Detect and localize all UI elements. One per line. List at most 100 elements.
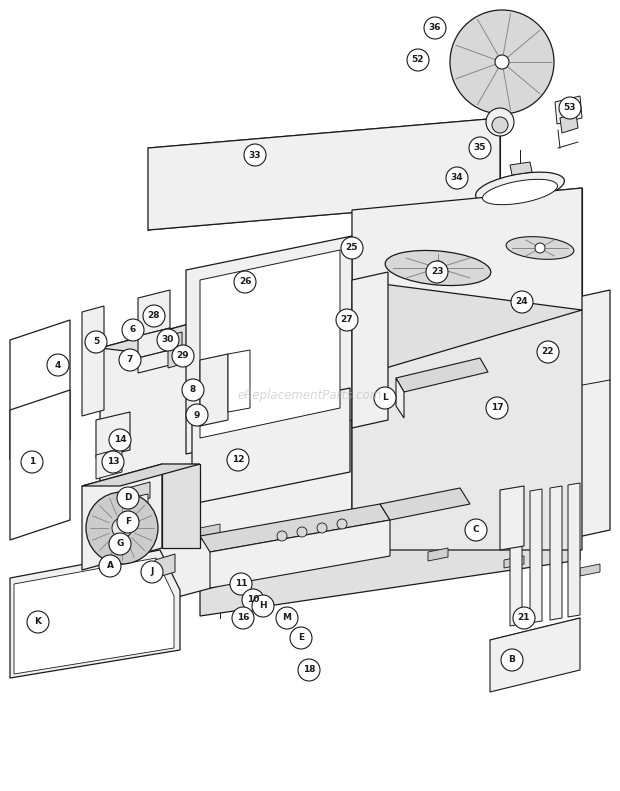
Polygon shape [352,540,372,554]
Text: 33: 33 [249,150,261,160]
Text: 5: 5 [93,338,99,346]
Circle shape [99,555,121,577]
Ellipse shape [482,180,557,205]
Ellipse shape [385,251,491,286]
Circle shape [465,519,487,541]
Circle shape [119,349,141,371]
Text: 7: 7 [127,355,133,365]
Text: 11: 11 [235,580,247,589]
Text: 12: 12 [232,456,244,464]
Circle shape [469,137,491,159]
Text: 18: 18 [303,665,315,675]
Circle shape [47,354,69,376]
Circle shape [27,611,49,633]
Circle shape [252,595,274,617]
Circle shape [492,117,508,133]
Circle shape [232,607,254,629]
Circle shape [186,404,208,426]
Text: A: A [107,562,113,570]
Text: C: C [472,525,479,535]
Text: 10: 10 [247,596,259,604]
Circle shape [230,573,252,595]
Polygon shape [100,280,352,618]
Circle shape [336,309,358,331]
Ellipse shape [476,172,564,204]
Polygon shape [128,506,146,526]
Circle shape [297,527,307,537]
Text: F: F [125,517,131,527]
Text: 8: 8 [190,385,196,395]
Polygon shape [200,484,580,576]
Polygon shape [510,162,532,175]
Circle shape [21,451,43,473]
Polygon shape [555,290,610,542]
Polygon shape [138,290,170,336]
Polygon shape [96,412,130,458]
Text: 29: 29 [177,351,189,361]
Text: 1: 1 [29,457,35,467]
Circle shape [143,305,165,327]
Text: 22: 22 [542,347,554,357]
Polygon shape [510,492,522,626]
Polygon shape [82,306,104,416]
Text: 13: 13 [107,457,119,467]
Polygon shape [200,250,340,438]
Circle shape [85,331,107,353]
Circle shape [117,487,139,509]
Ellipse shape [86,492,158,564]
Polygon shape [155,554,175,578]
Text: H: H [259,601,267,611]
Polygon shape [10,390,70,540]
Polygon shape [138,350,170,373]
Text: D: D [124,494,131,502]
Circle shape [290,627,312,649]
Polygon shape [148,118,500,230]
Text: 4: 4 [55,361,61,369]
Text: 25: 25 [346,244,358,252]
Polygon shape [530,489,542,623]
Circle shape [298,659,320,681]
Polygon shape [352,280,582,550]
Polygon shape [500,486,524,550]
Circle shape [537,341,559,363]
Circle shape [535,243,545,253]
Circle shape [374,387,396,409]
Polygon shape [276,532,296,547]
Polygon shape [10,550,180,678]
Circle shape [431,261,445,275]
Text: 21: 21 [518,614,530,623]
Polygon shape [82,464,162,570]
Polygon shape [10,320,70,460]
Ellipse shape [506,237,574,259]
Text: 24: 24 [516,297,528,306]
Polygon shape [228,350,250,412]
Circle shape [450,10,554,114]
Circle shape [495,55,509,69]
Text: eReplacementParts.com: eReplacementParts.com [238,388,382,402]
Text: 27: 27 [340,316,353,324]
Circle shape [446,167,468,189]
Text: 17: 17 [490,403,503,412]
Circle shape [511,291,533,313]
Text: 52: 52 [412,55,424,65]
Polygon shape [168,332,182,368]
Circle shape [234,271,256,293]
Polygon shape [560,113,578,133]
Text: E: E [298,634,304,642]
Polygon shape [192,388,350,504]
Polygon shape [352,188,582,332]
Polygon shape [555,96,582,124]
Text: 36: 36 [429,24,441,32]
Circle shape [337,519,347,529]
Circle shape [227,449,249,471]
Text: 23: 23 [431,267,443,277]
Circle shape [182,379,204,401]
Text: 6: 6 [130,326,136,335]
Circle shape [141,561,163,583]
Polygon shape [396,378,404,418]
Polygon shape [200,524,220,540]
Polygon shape [96,448,122,479]
Polygon shape [14,558,174,674]
Polygon shape [428,548,448,561]
Circle shape [317,523,327,533]
